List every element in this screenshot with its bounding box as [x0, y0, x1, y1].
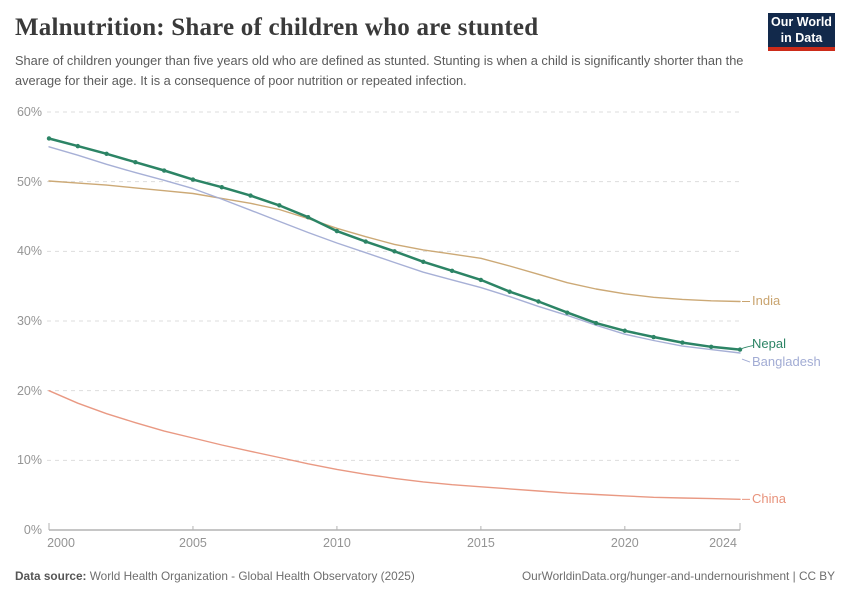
data-point-nepal-2024	[737, 347, 743, 352]
label-connector-bangladesh	[741, 358, 751, 363]
data-point-nepal-2012	[392, 249, 397, 254]
data-point-nepal-2007	[248, 193, 253, 198]
data-point-nepal-2017	[536, 299, 541, 304]
x-axis-tick-label-2005: 2005	[179, 536, 207, 550]
data-point-nepal-2015	[478, 277, 484, 283]
x-axis-tick-label-2000: 2000	[47, 536, 75, 550]
y-axis-tick-label-10: 10%	[16, 453, 42, 468]
chart-footer: Data source: World Health Organization -…	[15, 569, 835, 583]
data-point-nepal-2003	[133, 159, 138, 165]
data-point-nepal-2008	[277, 203, 282, 208]
data-point-nepal-2018	[565, 310, 570, 315]
data-point-nepal-2013	[421, 259, 426, 264]
x-axis-tick-label-2024: 2024	[709, 536, 737, 550]
data-point-nepal-2011	[363, 239, 368, 244]
y-axis-tick-label-60: 60%	[16, 105, 42, 119]
data-point-nepal-2020	[622, 328, 628, 333]
y-axis-tick-label-30: 30%	[16, 314, 42, 328]
data-point-nepal-2005	[190, 177, 196, 182]
data-point-nepal-2023	[709, 344, 714, 349]
owid-logo-line1: Our World	[771, 14, 832, 29]
data-point-nepal-2022	[680, 340, 685, 345]
x-axis-tick-label-2020: 2020	[610, 536, 639, 550]
data-point-nepal-2000	[46, 136, 52, 141]
series-label-india[interactable]: India	[752, 293, 781, 309]
data-source-label: Data source:	[15, 569, 87, 583]
series-line-india[interactable]	[48, 180, 741, 303]
y-axis-tick-label-40: 40%	[16, 244, 42, 259]
chart-subtitle: Share of children younger than five year…	[15, 53, 744, 89]
x-axis-tick-label-2010: 2010	[323, 536, 351, 550]
owid-citation-link[interactable]: OurWorldinData.org/hunger-and-undernouri…	[522, 569, 835, 583]
owid-logo[interactable]: Our World in Data	[768, 13, 835, 51]
series-label-nepal[interactable]: Nepal	[752, 335, 786, 351]
data-point-nepal-2021	[651, 334, 656, 340]
page-title: Malnutrition: Share of children who are …	[15, 14, 539, 41]
data-point-nepal-2002	[104, 151, 109, 156]
data-point-nepal-2014	[449, 268, 455, 274]
data-point-nepal-2001	[75, 143, 80, 149]
data-point-nepal-2004	[161, 168, 167, 173]
y-axis-tick-label-20: 20%	[16, 383, 42, 398]
data-point-nepal-2009	[305, 214, 311, 220]
data-point-nepal-2010	[334, 228, 340, 234]
data-point-nepal-2019	[593, 320, 599, 326]
series-line-bangladesh[interactable]	[48, 146, 741, 354]
y-axis-tick-label-0: 0%	[23, 523, 42, 537]
data-source-note: Data source: World Health Organization -…	[15, 569, 415, 583]
data-source-text: World Health Organization - Global Healt…	[86, 569, 415, 583]
x-axis-tick-label-2015: 2015	[466, 536, 495, 550]
series-label-china[interactable]: China	[752, 491, 786, 507]
data-point-nepal-2016	[507, 289, 512, 294]
series-label-bangladesh[interactable]: Bangladesh	[752, 354, 821, 370]
series-line-china[interactable]	[48, 390, 741, 500]
y-axis-tick-label-50: 50%	[16, 174, 42, 189]
owid-logo-line2: in Data	[780, 31, 823, 45]
label-connector-nepal	[741, 345, 754, 350]
data-point-nepal-2006	[219, 185, 224, 190]
